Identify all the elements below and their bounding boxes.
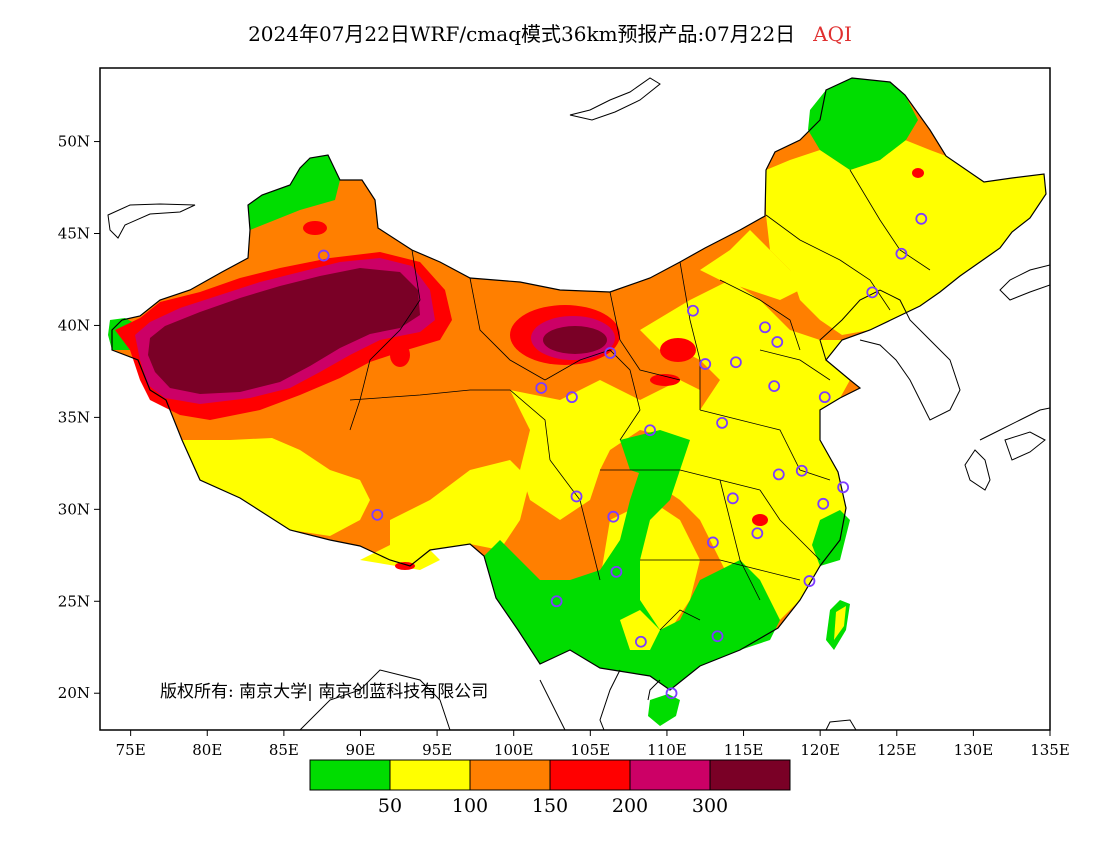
station-marker	[866, 286, 879, 299]
station-marker	[550, 595, 563, 608]
station-marker	[687, 304, 699, 317]
title-text: 2024年07月22日WRF/cmaq模式36km预报产品:07月22日	[248, 22, 796, 46]
y-tick-label: 40N	[58, 316, 90, 334]
station-marker	[818, 391, 831, 404]
x-tick-label: 135E	[1030, 741, 1070, 759]
station-marker	[915, 212, 928, 225]
title-variable: AQI	[813, 22, 852, 46]
x-tick-label: 120E	[800, 741, 840, 759]
station-marker	[604, 347, 617, 359]
x-tick-label: 95E	[422, 741, 452, 759]
station-marker	[795, 464, 808, 477]
country-outline	[111, 77, 1047, 691]
station-marker	[759, 321, 771, 334]
aqi-hazardous-spot	[543, 326, 607, 354]
station-marker	[317, 249, 330, 262]
station-marker	[771, 336, 784, 348]
colorbar-swatch-moderate	[389, 759, 471, 791]
colorbar-swatch-unhealthy_sensitive	[469, 759, 551, 791]
station-marker	[570, 490, 583, 503]
aqi-good-zones	[108, 78, 918, 726]
aqi-hazardous-zone	[148, 268, 420, 394]
copyright-text: 版权所有: 南京大学| 南京创蓝科技有限公司	[160, 682, 488, 702]
colorbar-label: 200	[612, 795, 648, 817]
x-tick-label: 130E	[954, 741, 994, 759]
colorbar: 50 100 150 200 300	[309, 759, 791, 817]
coastlines	[107, 77, 1050, 730]
y-tick-label: 35N	[58, 408, 90, 426]
y-tick-label: 45N	[58, 225, 90, 243]
station-marker	[726, 492, 739, 505]
x-tick-label: 90E	[345, 741, 375, 759]
x-tick-label: 80E	[192, 741, 222, 759]
station-marker	[665, 687, 678, 700]
colorbar-label: 100	[452, 795, 488, 817]
x-axis: 75E 80E 85E 90E 95E 100E 105E 110E 115E 120E 125E 1…	[116, 730, 1070, 759]
y-axis: 20N 25N 30N 35N 40N 45N 50N	[58, 133, 100, 702]
station-marker	[644, 424, 656, 437]
station-marker	[817, 497, 830, 510]
station-marker	[803, 575, 816, 587]
station-marker	[566, 391, 578, 404]
map-title: 2024年07月22日WRF/cmaq模式36km预报产品:07月22日 AQI	[0, 18, 1100, 47]
station-marker	[699, 358, 712, 370]
y-tick-label: 50N	[58, 133, 90, 151]
station-marker	[707, 536, 719, 549]
station-marker	[751, 527, 764, 540]
x-tick-label: 110E	[647, 741, 687, 759]
y-tick-label: 25N	[58, 592, 90, 610]
station-marker	[716, 417, 728, 429]
colorbar-label: 50	[378, 795, 402, 817]
plot-frame	[99, 67, 1051, 731]
station-marker	[634, 635, 647, 648]
colorbar-swatch-hazardous	[709, 759, 791, 791]
colorbar-swatch-unhealthy	[549, 759, 631, 791]
station-marker	[607, 510, 620, 523]
station-marker	[711, 630, 724, 643]
station-marker	[895, 247, 908, 260]
station-marker	[768, 380, 781, 393]
station-marker	[371, 508, 384, 521]
x-tick-label: 100E	[494, 741, 534, 759]
x-tick-label: 125E	[877, 741, 917, 759]
y-tick-label: 20N	[58, 684, 90, 702]
colorbar-label: 150	[532, 795, 568, 817]
x-tick-label: 115E	[724, 741, 764, 759]
station-marker	[837, 481, 850, 494]
x-tick-label: 75E	[116, 741, 146, 759]
y-tick-label: 30N	[58, 500, 90, 518]
station-marker	[610, 565, 623, 578]
colorbar-swatch-very_unhealthy	[629, 759, 711, 791]
map-area	[107, 77, 1050, 730]
aqi-moderate-patches	[620, 606, 846, 650]
colorbar-label: 300	[692, 795, 728, 817]
x-tick-label: 105E	[571, 741, 611, 759]
station-markers	[317, 212, 928, 700]
station-marker	[772, 468, 785, 481]
x-tick-label: 85E	[269, 741, 299, 759]
colorbar-swatch-good	[309, 759, 391, 791]
station-marker	[729, 356, 742, 369]
station-marker	[535, 382, 548, 394]
